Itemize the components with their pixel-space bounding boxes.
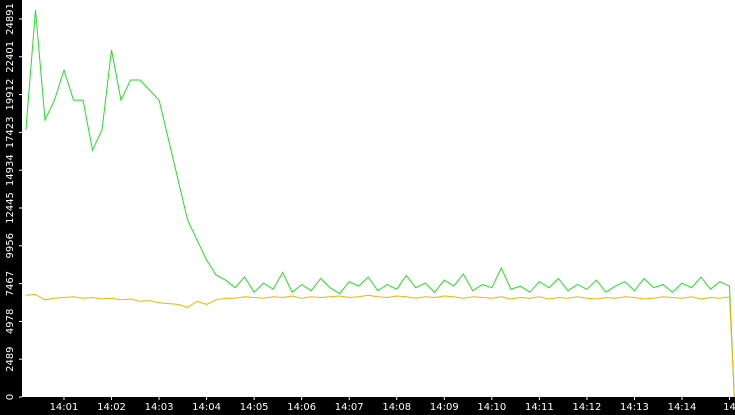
y-tick-label: 0	[5, 394, 16, 400]
y-tick-label: 24891	[5, 3, 16, 35]
y-tick-label: 7467	[5, 271, 16, 296]
x-tick-label: 14:07	[335, 402, 364, 413]
x-tick-label: 14:04	[192, 402, 221, 413]
x-tick-label: 14:10	[477, 402, 506, 413]
y-tick-label: 4978	[5, 309, 16, 334]
x-axis-strip	[0, 397, 735, 415]
x-tick-label: 14:08	[382, 402, 411, 413]
x-tick-label: 14:03	[145, 402, 174, 413]
x-tick-label: 14	[723, 402, 735, 413]
x-tick-label: 14:11	[525, 402, 554, 413]
y-tick-label: 12445	[5, 192, 16, 224]
x-tick-label: 14:01	[50, 402, 79, 413]
y-tick-label: 17423	[5, 116, 16, 148]
series-line	[25, 293, 735, 397]
y-tick-label: 9956	[5, 233, 16, 258]
x-tick-label: 14:12	[572, 402, 601, 413]
plot-area	[25, 9, 735, 397]
y-tick-label: 19912	[5, 79, 16, 111]
x-tick-label: 14:13	[620, 402, 649, 413]
x-tick-label: 14:06	[287, 402, 316, 413]
x-tick-label: 14:02	[97, 402, 126, 413]
y-tick-label: 22401	[5, 41, 16, 73]
x-tick-label: 14:05	[240, 402, 269, 413]
y-tick-label: 2489	[5, 346, 16, 371]
x-tick-label: 14:14	[668, 402, 697, 413]
x-tick-label: 14:09	[430, 402, 459, 413]
y-axis-strip	[0, 0, 22, 415]
series-line	[25, 9, 735, 397]
y-tick-label: 14934	[5, 154, 16, 186]
